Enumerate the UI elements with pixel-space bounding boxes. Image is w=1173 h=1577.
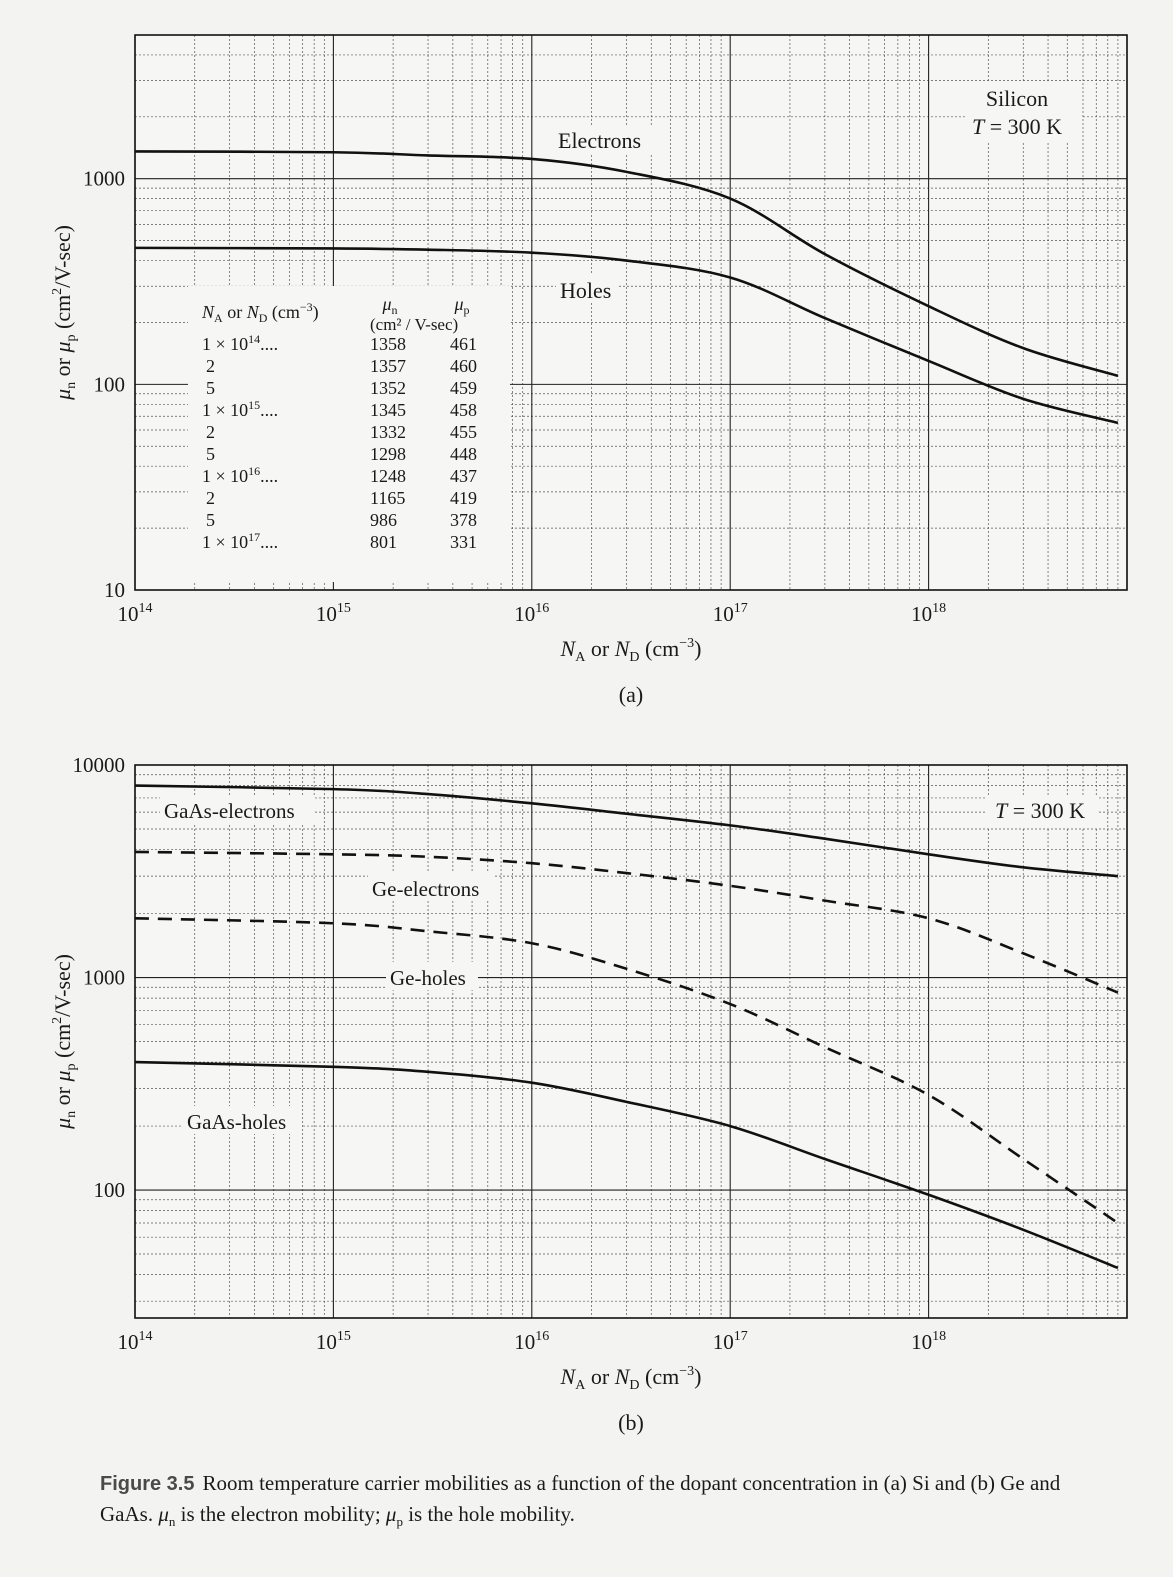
- x-tick-label: 1017: [713, 1329, 748, 1354]
- inset-row-concentration: 1 × 1017....: [202, 530, 278, 552]
- x-tick-label: 1014: [118, 1329, 153, 1354]
- inset-row-mu-p: 378: [450, 510, 477, 530]
- x-tick-label: 1015: [316, 601, 351, 626]
- inset-row-mu-p: 419: [450, 488, 477, 508]
- annotation-temperature: T = 300 K: [972, 114, 1062, 139]
- inset-row-mu-n: 1358: [370, 334, 406, 354]
- figure-label: Figure 3.5: [100, 1473, 195, 1495]
- inset-row-mu-p: 461: [450, 334, 477, 354]
- inset-header-concentration: NA or ND (cm−3): [201, 300, 319, 325]
- inset-row-mu-p: 460: [450, 356, 477, 376]
- inset-row-concentration: 5: [206, 510, 215, 530]
- inset-header-units: (cm² / V-sec): [370, 315, 458, 334]
- inset-row-mu-p: 437: [450, 466, 477, 486]
- chart-panel-b: 1014 1015 1016 1017 1018 10000 1000 100 NA or ND…: [50, 753, 1128, 1435]
- inset-row-concentration: 2: [206, 422, 215, 442]
- series-line-ge-holes: [134, 916, 1119, 1225]
- annotation-material: Silicon: [986, 86, 1048, 111]
- series-line-holes: [134, 246, 1119, 425]
- inset-row-concentration: 1 × 1015....: [202, 398, 278, 420]
- x-tick-label: 1016: [514, 1329, 549, 1354]
- caption-mu-n-sub: n: [168, 1514, 176, 1530]
- series-line-electrons: [134, 150, 1119, 378]
- inset-table: NA or ND (cm−3) μn μp(cm² / V-sec) 1 × 1014…: [188, 286, 510, 582]
- series-label-ge-holes-bg: [386, 962, 478, 990]
- x-axis-label: NA or ND (cm−3): [560, 1364, 702, 1393]
- inset-row-mu-n: 1345: [370, 400, 406, 420]
- annotation-temperature-b: T = 300 K: [995, 798, 1085, 823]
- inset-table-bg: [188, 286, 510, 582]
- series-line-gaas-holes: [134, 1060, 1119, 1270]
- y-tick-label: 1000: [83, 966, 125, 990]
- series-label-electrons-bg: [554, 125, 654, 153]
- series-line-gaas-electrons: [134, 784, 1119, 878]
- caption-mu-p-sub: p: [396, 1514, 403, 1530]
- series-label-gaas-electrons-bg: [160, 795, 315, 823]
- annotation-b-bg: [986, 795, 1098, 827]
- caption-text-3: is the hole mobility.: [402, 1502, 575, 1526]
- y-axis-label: μn or μp (cm2/V-sec): [50, 225, 79, 401]
- inset-row-concentration: 5: [206, 378, 215, 398]
- x-tick-label: 1016: [514, 601, 549, 626]
- series-label-ge-holes: Ge-holes: [390, 966, 466, 990]
- y-tick-label: 1000: [83, 167, 125, 191]
- inset-row-mu-p: 455: [450, 422, 477, 442]
- inset-row-mu-n: 986: [370, 510, 397, 530]
- annotation-bg: [966, 82, 1082, 142]
- x-tick-label: 1017: [713, 601, 748, 626]
- plot-frame: [134, 764, 1128, 1319]
- chart-panel-a: 1014 1015 1016 1017 1018 1000 100 10 NA or ND (c…: [50, 34, 1128, 707]
- caption-text-1: Room temperature carrier mobilities as a…: [100, 1471, 1061, 1526]
- inset-row-concentration: 1 × 1014....: [202, 332, 278, 354]
- x-tick-label: 1018: [911, 1329, 946, 1354]
- inset-header-mu-p: μp: [453, 294, 469, 317]
- inset-row-mu-n: 1357: [370, 356, 406, 376]
- series-label-ge-electrons-bg: [368, 873, 494, 901]
- x-tick-label: 1018: [911, 601, 946, 626]
- caption-mu-p: μ: [385, 1502, 397, 1526]
- panel-label: (b): [618, 1410, 644, 1435]
- figure-svg: 1014 1015 1016 1017 1018 1000 100 10 NA or ND (c…: [50, 34, 1128, 1435]
- x-tick-label: 1015: [316, 1329, 351, 1354]
- series-label-gaas-holes: GaAs-holes: [187, 1110, 286, 1134]
- inset-header-mu-n: μn: [381, 294, 397, 317]
- figure-caption: Figure 3.5 Room temperature carrier mobil…: [100, 1468, 1110, 1537]
- y-tick-label: 100: [94, 1178, 126, 1202]
- y-axis-label: μn or μp (cm2/V-sec): [50, 954, 79, 1130]
- series-label-holes: Holes: [560, 278, 611, 303]
- plot-frame: [134, 34, 1128, 591]
- series-line-ge-electrons: [134, 850, 1119, 994]
- series-label-gaas-electrons: GaAs-electrons: [164, 799, 295, 823]
- inset-row-mu-n: 1165: [370, 488, 405, 508]
- inset-row-concentration: 2: [206, 356, 215, 376]
- y-tick-label: 100: [94, 372, 126, 396]
- inset-row-concentration: 1 × 1016....: [202, 464, 278, 486]
- inset-row-mu-n: 1298: [370, 444, 406, 464]
- caption-text-2: is the electron mobility;: [175, 1502, 386, 1526]
- panel-label: (a): [619, 682, 643, 707]
- caption-mu-n: μ: [158, 1502, 169, 1526]
- inset-row-mu-n: 1332: [370, 422, 406, 442]
- inset-row-mu-n: 1248: [370, 466, 406, 486]
- series-label-electrons: Electrons: [558, 128, 641, 153]
- series-label-gaas-holes-bg: [183, 1106, 301, 1134]
- inset-row-mu-n: 801: [370, 532, 397, 552]
- x-axis-label: NA or ND (cm−3): [560, 636, 702, 665]
- x-tick-label: 1014: [118, 601, 153, 626]
- y-tick-label: 10: [104, 578, 125, 602]
- series-label-ge-electrons: Ge-electrons: [372, 877, 479, 901]
- inset-row-mu-p: 458: [450, 400, 477, 420]
- inset-row-mu-p: 331: [450, 532, 477, 552]
- y-tick-label: 10000: [73, 753, 126, 777]
- inset-row-concentration: 2: [206, 488, 215, 508]
- inset-row-mu-p: 459: [450, 378, 477, 398]
- inset-row-mu-n: 1352: [370, 378, 406, 398]
- inset-row-mu-p: 448: [450, 444, 477, 464]
- series-label-holes-bg: [556, 275, 618, 303]
- inset-row-concentration: 5: [206, 444, 215, 464]
